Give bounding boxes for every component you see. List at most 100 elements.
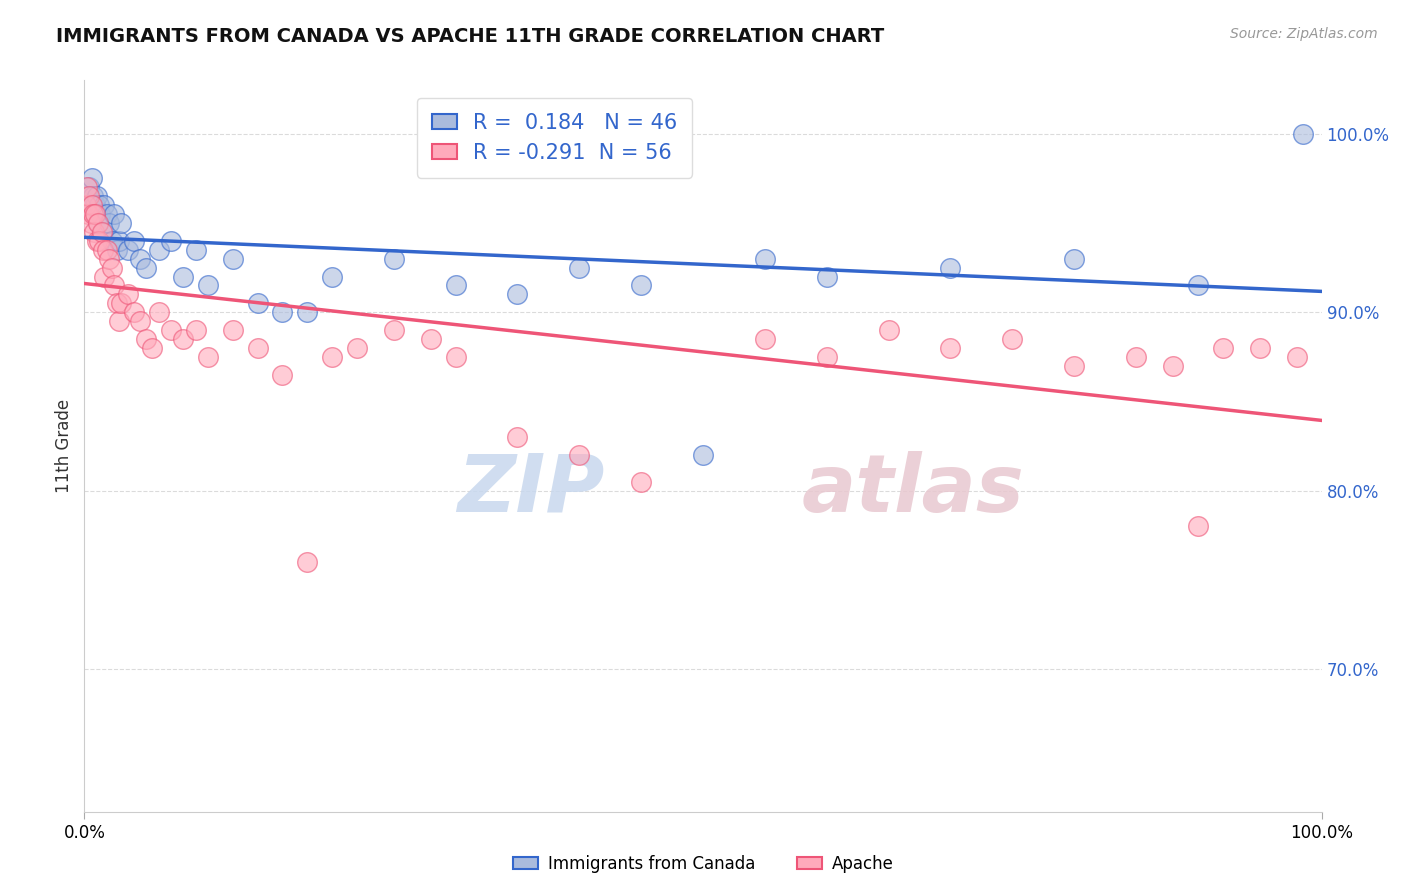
Point xyxy=(89,207,111,221)
Point xyxy=(1187,519,1209,533)
Point xyxy=(79,216,101,230)
Point xyxy=(197,278,219,293)
Point xyxy=(1063,359,1085,373)
Point xyxy=(108,314,131,328)
Point xyxy=(87,216,110,230)
Point xyxy=(506,287,529,301)
Point xyxy=(815,269,838,284)
Point xyxy=(108,234,131,248)
Point xyxy=(172,269,194,284)
Point xyxy=(79,189,101,203)
Text: ZIP: ZIP xyxy=(457,450,605,529)
Point xyxy=(110,296,132,310)
Point xyxy=(87,216,110,230)
Point xyxy=(222,252,245,266)
Point xyxy=(80,198,103,212)
Point xyxy=(148,305,170,319)
Point xyxy=(419,332,441,346)
Point xyxy=(86,189,108,203)
Point xyxy=(79,198,101,212)
Point xyxy=(89,234,111,248)
Point xyxy=(222,323,245,337)
Point xyxy=(1187,278,1209,293)
Point xyxy=(444,278,467,293)
Point xyxy=(148,243,170,257)
Point xyxy=(271,368,294,382)
Point xyxy=(84,198,107,212)
Point xyxy=(382,323,405,337)
Point xyxy=(1285,350,1308,364)
Point xyxy=(129,314,152,328)
Point xyxy=(75,198,97,212)
Point xyxy=(172,332,194,346)
Point xyxy=(103,278,125,293)
Point xyxy=(184,323,207,337)
Point xyxy=(444,350,467,364)
Point xyxy=(83,225,105,239)
Point xyxy=(91,243,114,257)
Point xyxy=(82,207,104,221)
Point xyxy=(1212,341,1234,355)
Point xyxy=(630,475,652,489)
Point xyxy=(382,252,405,266)
Point xyxy=(184,243,207,257)
Point xyxy=(1292,127,1315,141)
Point xyxy=(692,448,714,462)
Point xyxy=(93,269,115,284)
Point xyxy=(295,555,318,569)
Point xyxy=(100,234,122,248)
Point xyxy=(141,341,163,355)
Point xyxy=(754,332,776,346)
Point xyxy=(1161,359,1184,373)
Point xyxy=(79,180,101,194)
Point xyxy=(135,260,157,275)
Point xyxy=(1249,341,1271,355)
Point xyxy=(160,323,183,337)
Point xyxy=(83,207,105,221)
Point xyxy=(630,278,652,293)
Point xyxy=(82,189,104,203)
Point xyxy=(160,234,183,248)
Legend: Immigrants from Canada, Apache: Immigrants from Canada, Apache xyxy=(506,848,900,880)
Point xyxy=(815,350,838,364)
Legend: R =  0.184   N = 46, R = -0.291  N = 56: R = 0.184 N = 46, R = -0.291 N = 56 xyxy=(418,98,692,178)
Point xyxy=(122,305,145,319)
Text: atlas: atlas xyxy=(801,450,1025,529)
Point xyxy=(197,350,219,364)
Point xyxy=(568,448,591,462)
Point xyxy=(86,234,108,248)
Point xyxy=(98,216,121,230)
Point xyxy=(1125,350,1147,364)
Point xyxy=(110,216,132,230)
Point xyxy=(939,341,962,355)
Point xyxy=(1063,252,1085,266)
Point xyxy=(98,252,121,266)
Point xyxy=(321,350,343,364)
Point xyxy=(135,332,157,346)
Text: IMMIGRANTS FROM CANADA VS APACHE 11TH GRADE CORRELATION CHART: IMMIGRANTS FROM CANADA VS APACHE 11TH GR… xyxy=(56,27,884,45)
Point xyxy=(122,234,145,248)
Point xyxy=(100,260,122,275)
Point xyxy=(568,260,591,275)
Point xyxy=(877,323,900,337)
Point xyxy=(91,225,114,239)
Point xyxy=(96,207,118,221)
Point xyxy=(105,296,128,310)
Point xyxy=(117,243,139,257)
Point xyxy=(90,225,112,239)
Point xyxy=(84,207,107,221)
Point xyxy=(939,260,962,275)
Y-axis label: 11th Grade: 11th Grade xyxy=(55,399,73,493)
Point xyxy=(76,180,98,194)
Text: Source: ZipAtlas.com: Source: ZipAtlas.com xyxy=(1230,27,1378,41)
Point xyxy=(1001,332,1024,346)
Point xyxy=(93,198,115,212)
Point xyxy=(129,252,152,266)
Point xyxy=(295,305,318,319)
Point xyxy=(346,341,368,355)
Point xyxy=(271,305,294,319)
Point xyxy=(80,171,103,186)
Point xyxy=(103,207,125,221)
Point xyxy=(77,207,100,221)
Point xyxy=(89,198,111,212)
